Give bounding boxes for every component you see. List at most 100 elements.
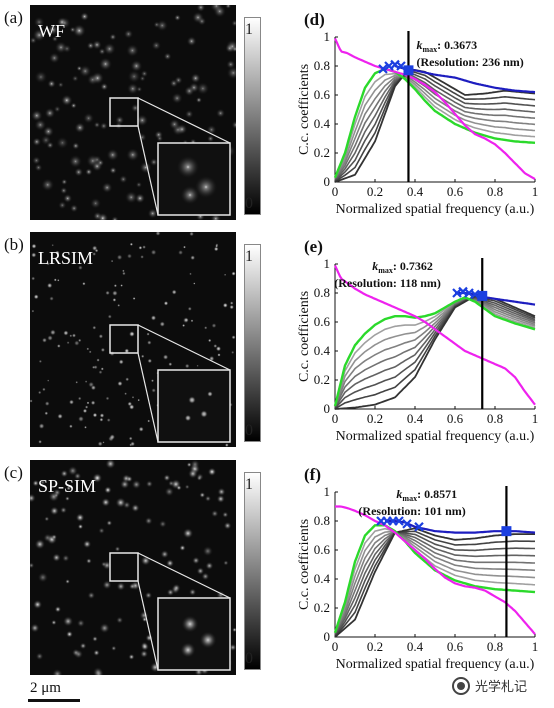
fluorescent-spot [223, 521, 232, 530]
fluorescent-spot [92, 211, 103, 220]
fluorescent-spot [229, 301, 234, 305]
fluorescent-spot [46, 141, 54, 150]
fluorescent-spot [65, 630, 74, 638]
fluorescent-spot [163, 52, 172, 61]
inset-spot [199, 631, 217, 649]
x-tick-label: 1 [532, 411, 539, 426]
fluorescent-spot [104, 486, 112, 494]
fluorescent-spot [126, 253, 133, 259]
fluorescent-spot [225, 39, 236, 54]
fluorescent-spot [109, 434, 116, 440]
fluorescent-spot [129, 242, 134, 246]
fluorescent-spot [129, 443, 133, 447]
fluorescent-spot [107, 314, 113, 319]
colorbar-max-label: 1 [245, 476, 253, 493]
fluorescent-spot [207, 467, 217, 477]
fluorescent-spot [77, 523, 84, 530]
fluorescent-spot [131, 395, 135, 399]
fluorescent-spot [201, 572, 210, 581]
fluorescent-spot [109, 33, 117, 41]
fluorescent-spot [193, 282, 196, 285]
y-axis-label: C.c. coefficients [297, 291, 312, 382]
fluorescent-spot [140, 642, 150, 652]
fluorescent-spot [182, 323, 186, 328]
fluorescent-spot [32, 28, 47, 42]
fluorescent-spot [49, 296, 54, 301]
fluorescent-spot [231, 19, 236, 27]
peak-marker [402, 519, 412, 529]
fluorescent-spot [71, 142, 80, 150]
roi-box [109, 324, 139, 354]
chart-panel-label: (f) [304, 465, 321, 484]
fluorescent-spot [131, 503, 140, 513]
y-tick-label: 0.8 [314, 285, 330, 300]
fluorescent-spot [60, 186, 68, 195]
fluorescent-spot [46, 282, 53, 289]
x-axis-label: Normalized spatial frequency (a.u.) [336, 429, 535, 444]
chart-2: (f) 0 0.2 0.4 0.6 0.8 1 0 0.2 0.4 0.6 0.8 1 Normalize… [297, 465, 538, 672]
series-line-gray [334, 531, 535, 637]
fluorescent-spot [84, 405, 89, 409]
fluorescent-spot [99, 417, 104, 422]
y-tick-label: 0.6 [314, 314, 331, 329]
fluorescent-spot [32, 479, 40, 487]
fluorescent-spot [59, 506, 68, 514]
fluorescent-spot [38, 359, 43, 364]
fluorescent-spot [49, 329, 56, 336]
fluorescent-spot [31, 309, 35, 313]
y-tick-label: 0.6 [314, 542, 331, 557]
fluorescent-spot [96, 358, 100, 362]
y-tick-label: 0.4 [314, 343, 331, 358]
fluorescent-spot [100, 82, 109, 91]
fluorescent-spot [124, 392, 128, 396]
fluorescent-spot [164, 486, 175, 497]
series-line-gray [334, 527, 536, 634]
series-line-gray [334, 76, 536, 180]
fluorescent-spot [124, 348, 130, 354]
fluorescent-spot [166, 588, 175, 597]
fluorescent-spot [47, 335, 54, 341]
series-line-gray [334, 74, 536, 180]
series-line-gray [334, 69, 536, 183]
scale-bar-label: 2 μm [30, 680, 61, 696]
fluorescent-spot [75, 513, 85, 523]
fluorescent-spot [31, 156, 41, 165]
fluorescent-spot [101, 497, 111, 507]
fluorescent-spot [163, 300, 169, 306]
series-line-magenta [334, 264, 536, 406]
fluorescent-spot [225, 5, 232, 9]
kmax-marker [403, 65, 414, 76]
fluorescent-spot [42, 387, 46, 392]
watermark-text: 光学札记 [475, 680, 528, 695]
fluorescent-spot [93, 365, 98, 370]
fluorescent-spot [92, 252, 97, 256]
fluorescent-spot [158, 520, 167, 528]
y-tick-label: 0.6 [314, 87, 331, 102]
fluorescent-spot [189, 272, 192, 276]
fluorescent-spot [177, 249, 184, 256]
x-tick-label: 0.6 [447, 639, 464, 654]
fluorescent-spot [190, 460, 200, 470]
fluorescent-spot [215, 345, 222, 352]
inset-spot [184, 414, 192, 422]
fluorescent-spot [88, 350, 92, 354]
fluorescent-spot [127, 69, 141, 84]
fluorescent-spot [142, 245, 147, 250]
x-tick-label: 0 [332, 411, 339, 426]
fluorescent-spot [89, 197, 102, 210]
fluorescent-spot [42, 125, 55, 138]
fluorescent-spot [124, 190, 138, 204]
panel-title-c: SP-SIM [38, 476, 96, 496]
fluorescent-spot [73, 472, 82, 480]
fluorescent-spot [75, 380, 79, 384]
x-tick-label: 0 [332, 184, 339, 199]
fluorescent-spot [145, 480, 154, 488]
fluorescent-spot [170, 478, 182, 490]
fluorescent-spot [44, 516, 50, 522]
y-tick-label: 0 [324, 401, 331, 416]
fluorescent-spot [199, 491, 206, 499]
zoom-inset [157, 597, 231, 671]
fluorescent-spot [188, 588, 197, 596]
fluorescent-spot [65, 579, 71, 584]
fluorescent-spot [86, 41, 95, 50]
